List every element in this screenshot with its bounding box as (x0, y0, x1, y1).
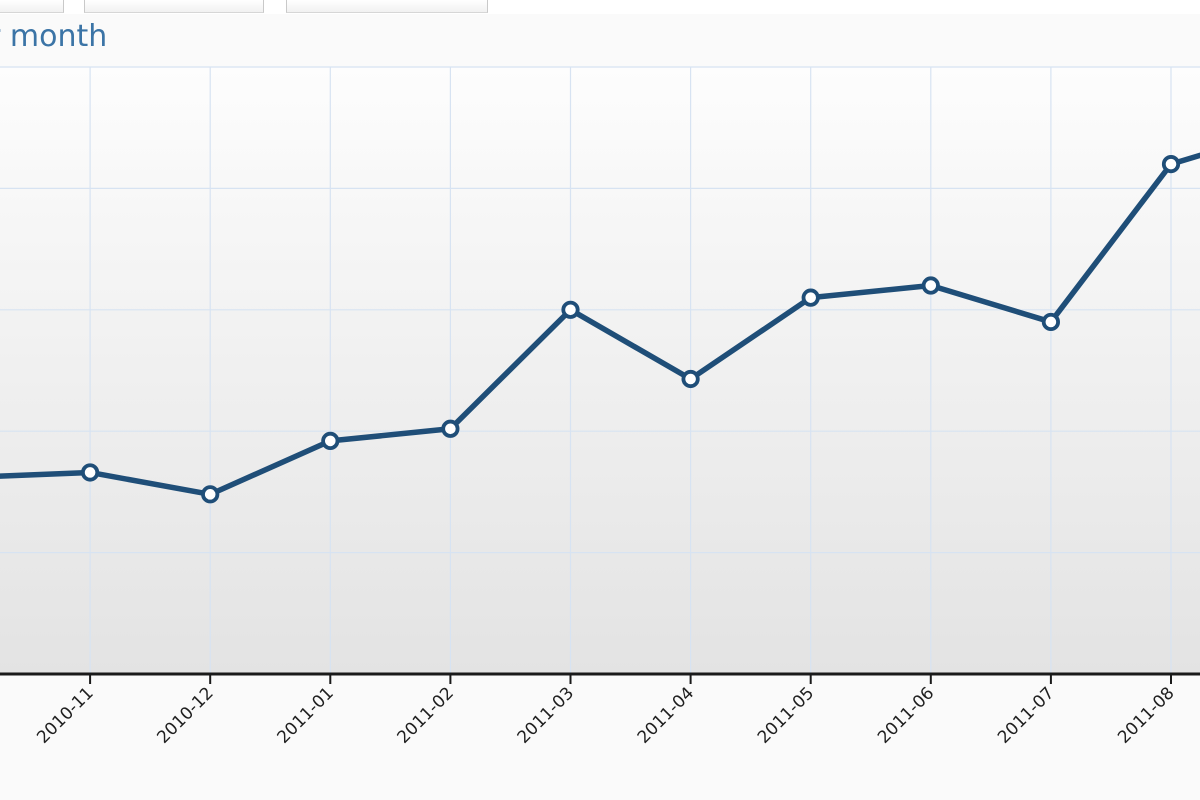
x-tick-label: 2011-07 (994, 683, 1058, 747)
x-tick-label: 2011-01 (273, 683, 337, 747)
series-layer (0, 152, 1200, 498)
x-tick-label: 2011-05 (754, 683, 818, 747)
data-point (441, 419, 460, 438)
x-tick-label: 2011-08 (1114, 683, 1178, 747)
point-layer (81, 155, 1181, 504)
plot-area (0, 67, 1200, 673)
x-axis-ticks (89, 674, 1172, 684)
chart-title: r month (0, 19, 108, 54)
x-axis-tick-labels: 2010-11 2010-12 2011-01 2011-02 2011-03 2011-… (33, 683, 1178, 747)
data-point (681, 369, 700, 389)
data-point (921, 276, 940, 295)
x-tick-label: 2010-12 (153, 683, 217, 747)
x-tick-label: 2011-06 (874, 683, 938, 747)
x-tick-label: 2011-02 (394, 683, 458, 747)
x-tick-label: 2011-04 (634, 683, 698, 747)
data-point (801, 288, 820, 307)
x-tick-label: 2011-03 (514, 683, 578, 747)
tab-strip (0, 0, 1200, 14)
x-tick-label: 2010-11 (33, 683, 97, 747)
tab[interactable] (0, 0, 64, 13)
tab[interactable] (84, 0, 264, 13)
data-point (1161, 155, 1181, 174)
data-point (201, 485, 220, 504)
tab[interactable] (286, 0, 488, 13)
data-point (81, 463, 100, 482)
data-point (321, 431, 340, 451)
data-point (561, 300, 580, 319)
data-point (1041, 312, 1061, 332)
series-line (0, 152, 1200, 498)
